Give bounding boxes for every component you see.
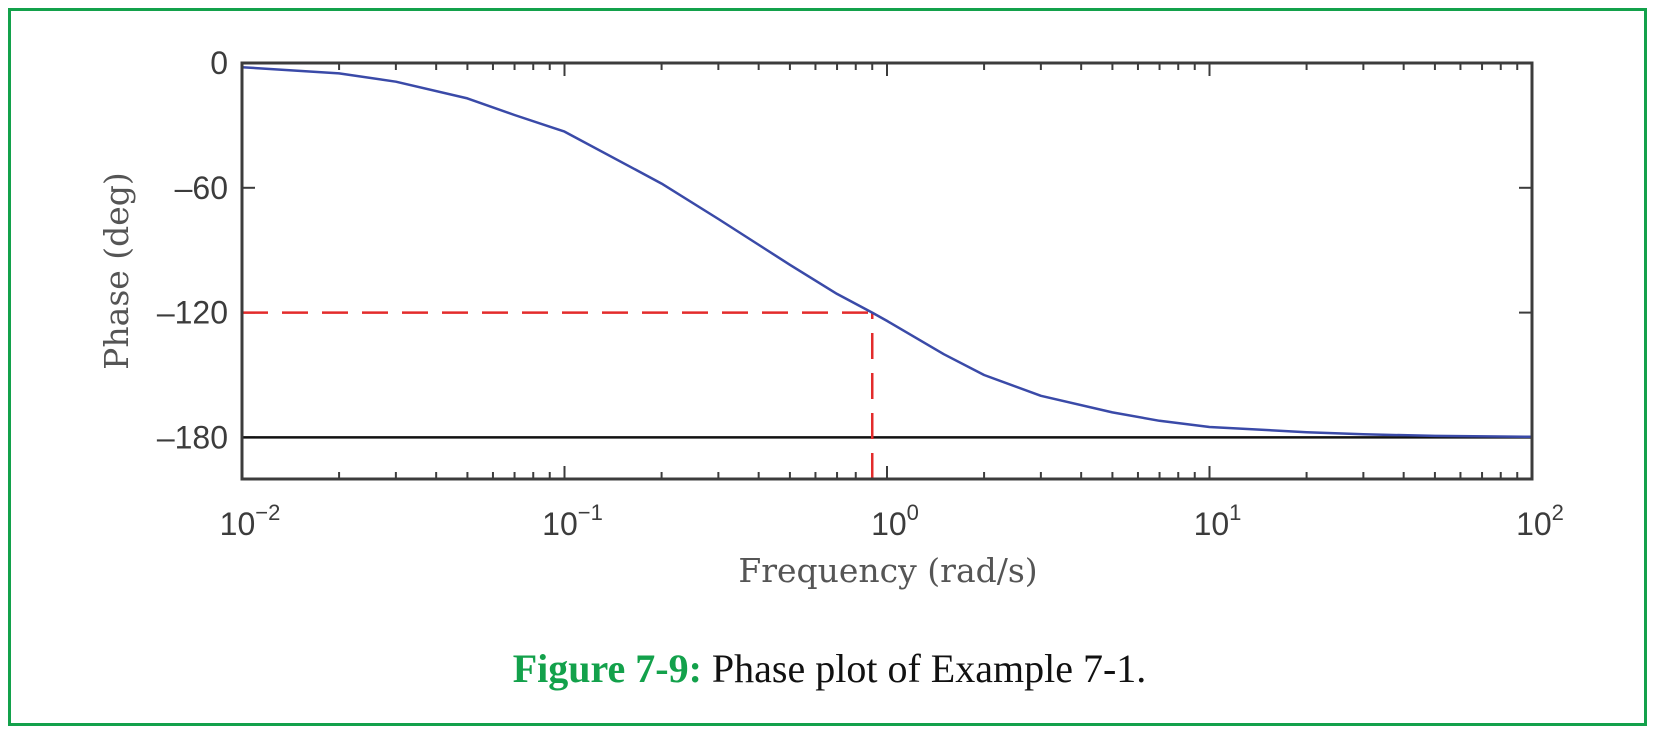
figure-frame bbox=[8, 8, 1647, 726]
phase-curve bbox=[241, 65, 1533, 439]
y-axis-label: Phase (deg) bbox=[97, 172, 136, 370]
y-tick-labels: 0 –60 –120 –180 bbox=[157, 45, 228, 455]
plot-area bbox=[242, 63, 1532, 479]
caption-text: Phase plot of Example 7-1. bbox=[711, 646, 1147, 691]
x-tick-label: 101 bbox=[1194, 500, 1242, 542]
y-tick-label: –180 bbox=[157, 419, 228, 455]
x-tick-label: 102 bbox=[1516, 500, 1564, 542]
y-tick-label: 0 bbox=[210, 45, 228, 81]
figure-number: Figure 7-9: bbox=[512, 646, 702, 691]
y-tick-label: –60 bbox=[175, 170, 228, 206]
plot-border bbox=[240, 61, 1534, 481]
curve-group bbox=[241, 65, 1533, 439]
x-tick-label: 100 bbox=[871, 500, 919, 542]
phase-chart: 0 –60 –120 –180 10−2 10−1 100 101 102 Frequency… bbox=[97, 45, 1564, 590]
y-tick-label: –120 bbox=[157, 295, 228, 331]
figure-caption: Figure 7-9: Phase plot of Example 7-1. bbox=[0, 645, 1659, 692]
x-tick-label: 10−2 bbox=[220, 500, 281, 542]
x-tick-label: 10−1 bbox=[542, 500, 603, 542]
guide-lines bbox=[242, 311, 874, 479]
x-tick-labels: 10−2 10−1 100 101 102 bbox=[220, 500, 1564, 542]
x-axis-label: Frequency (rad/s) bbox=[738, 551, 1037, 590]
